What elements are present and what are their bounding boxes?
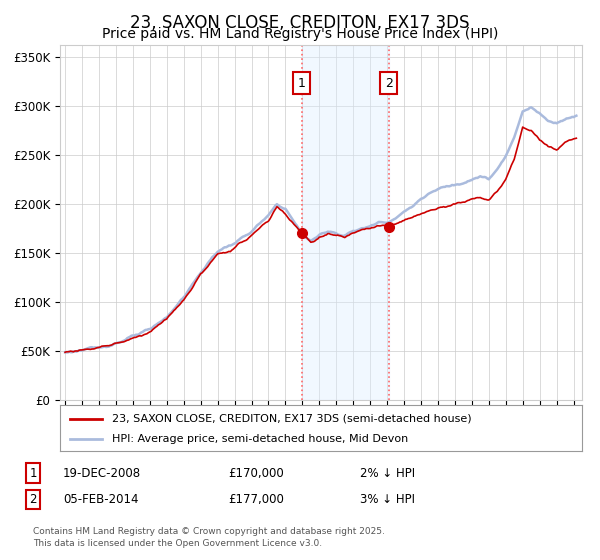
Text: 3% ↓ HPI: 3% ↓ HPI — [360, 493, 415, 506]
Text: 19-DEC-2008: 19-DEC-2008 — [63, 466, 141, 480]
Text: £170,000: £170,000 — [228, 466, 284, 480]
Text: £177,000: £177,000 — [228, 493, 284, 506]
Text: 1: 1 — [298, 77, 305, 90]
Text: 2% ↓ HPI: 2% ↓ HPI — [360, 466, 415, 480]
Text: 05-FEB-2014: 05-FEB-2014 — [63, 493, 139, 506]
Text: Contains HM Land Registry data © Crown copyright and database right 2025.
This d: Contains HM Land Registry data © Crown c… — [33, 527, 385, 548]
Text: 2: 2 — [29, 493, 37, 506]
Bar — [302, 45, 389, 400]
Text: 23, SAXON CLOSE, CREDITON, EX17 3DS (semi-detached house): 23, SAXON CLOSE, CREDITON, EX17 3DS (sem… — [112, 414, 472, 424]
Text: 2: 2 — [385, 77, 392, 90]
Text: 1: 1 — [29, 466, 37, 480]
Text: Price paid vs. HM Land Registry's House Price Index (HPI): Price paid vs. HM Land Registry's House … — [102, 27, 498, 41]
Text: 23, SAXON CLOSE, CREDITON, EX17 3DS: 23, SAXON CLOSE, CREDITON, EX17 3DS — [130, 14, 470, 32]
Text: HPI: Average price, semi-detached house, Mid Devon: HPI: Average price, semi-detached house,… — [112, 435, 409, 444]
